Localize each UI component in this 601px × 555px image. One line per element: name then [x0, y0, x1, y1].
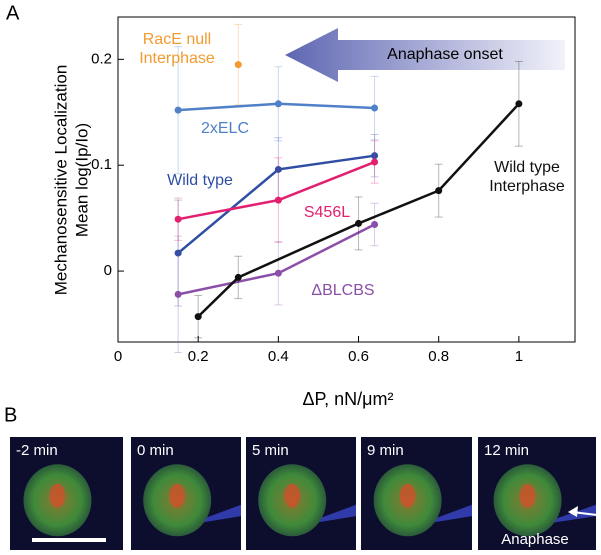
cell-nucleus	[49, 483, 66, 508]
arrowhead	[568, 506, 578, 517]
point	[174, 249, 182, 257]
point	[174, 215, 182, 223]
pipette	[416, 504, 472, 526]
point	[355, 219, 363, 227]
scale-bar	[32, 538, 106, 542]
plot-frame	[117, 16, 576, 343]
time-label: 9 min	[367, 442, 404, 459]
series-label: Wild type	[167, 172, 233, 189]
x-tick-label: 0.8	[428, 348, 449, 365]
y-tick-label: 0.1	[91, 156, 112, 173]
y-axis-label: Mechanosensitive Localization	[51, 65, 70, 296]
point	[234, 61, 242, 69]
point	[174, 106, 182, 114]
anaphase-label: Anaphase	[501, 531, 569, 548]
point	[274, 100, 282, 108]
cell-nucleus	[169, 483, 186, 508]
pipette	[186, 504, 241, 526]
point	[234, 273, 242, 281]
cell-nucleus	[284, 483, 301, 508]
x-tick-label: 0.4	[268, 348, 289, 365]
point	[274, 165, 282, 173]
x-tick-label: 1	[515, 348, 523, 365]
arrow	[285, 28, 565, 82]
point	[274, 196, 282, 204]
point	[371, 152, 379, 160]
y-tick-label: 0	[104, 262, 112, 279]
x-tick-label: 0.6	[348, 348, 369, 365]
cell-nucleus	[399, 483, 416, 508]
time-label: 0 min	[137, 442, 174, 459]
time-label: 12 min	[484, 442, 529, 459]
point	[371, 220, 379, 228]
y-axis-label: Mean log(Ip/Io)	[72, 123, 91, 237]
annotation: Anaphase onset	[387, 46, 503, 63]
time-label: 5 min	[252, 442, 289, 459]
pipette	[537, 504, 596, 526]
panel-label: B	[4, 404, 17, 426]
point	[371, 104, 379, 112]
point	[515, 100, 523, 108]
y-tick-label: 0.2	[91, 50, 112, 67]
series-label: 2xELC	[200, 120, 250, 137]
point	[274, 269, 282, 277]
cell-nucleus	[519, 483, 536, 508]
series-label: Wild type Interphase	[489, 159, 565, 195]
x-axis-label: ΔP, nN/μm²	[302, 389, 393, 409]
point	[435, 187, 443, 195]
x-tick-label: 0	[114, 348, 122, 365]
time-label: -2 min	[16, 442, 58, 459]
x-tick-label: 0.2	[188, 348, 209, 365]
series-label: ΔBLCBS	[311, 282, 375, 299]
pipette	[301, 504, 356, 526]
images: -2 min 0 min 5 min 9 min 12 min Anaphase	[10, 437, 598, 550]
panel-label: A	[6, 2, 20, 24]
point	[371, 158, 379, 166]
series-label: S456L	[303, 204, 351, 221]
point	[194, 313, 202, 321]
series-label: RacE null Interphase	[139, 31, 215, 67]
point	[174, 290, 182, 298]
